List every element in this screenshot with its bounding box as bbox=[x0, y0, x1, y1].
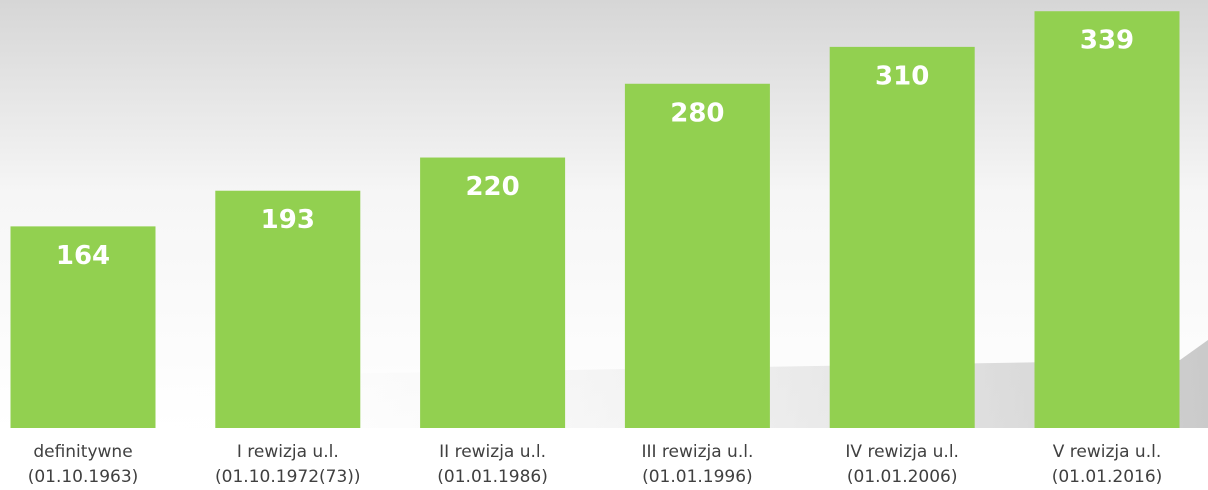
x-tick-label: I rewizja u.l. bbox=[237, 442, 339, 462]
value-label: 280 bbox=[670, 98, 724, 128]
bar bbox=[624, 83, 770, 428]
x-tick-label: (01.01.1986) bbox=[437, 467, 548, 487]
x-tick-label: definitywne bbox=[33, 442, 132, 462]
x-tick-label: (01.10.1963) bbox=[28, 467, 139, 487]
x-tick-label: IV rewizja u.l. bbox=[845, 442, 959, 462]
bar bbox=[1034, 11, 1180, 429]
value-label: 310 bbox=[875, 61, 929, 91]
bar bbox=[10, 226, 156, 428]
background bbox=[0, 0, 1208, 430]
bar bbox=[829, 46, 975, 428]
x-tick-label: III rewizja u.l. bbox=[641, 442, 753, 462]
x-tick-label: V rewizja u.l. bbox=[1053, 442, 1162, 462]
value-label: 339 bbox=[1080, 26, 1134, 56]
bar bbox=[420, 157, 566, 428]
x-tick-label: (01.01.2006) bbox=[847, 467, 958, 487]
x-tick-label: (01.01.1996) bbox=[642, 467, 753, 487]
x-tick-label: (01.01.2016) bbox=[1052, 467, 1163, 487]
bar bbox=[215, 190, 361, 428]
value-label: 164 bbox=[56, 241, 110, 271]
x-tick-label: II rewizja u.l. bbox=[439, 442, 546, 462]
x-tick-label: (01.10.1972(73)) bbox=[215, 467, 361, 487]
value-label: 193 bbox=[261, 205, 315, 235]
value-label: 220 bbox=[465, 172, 519, 202]
